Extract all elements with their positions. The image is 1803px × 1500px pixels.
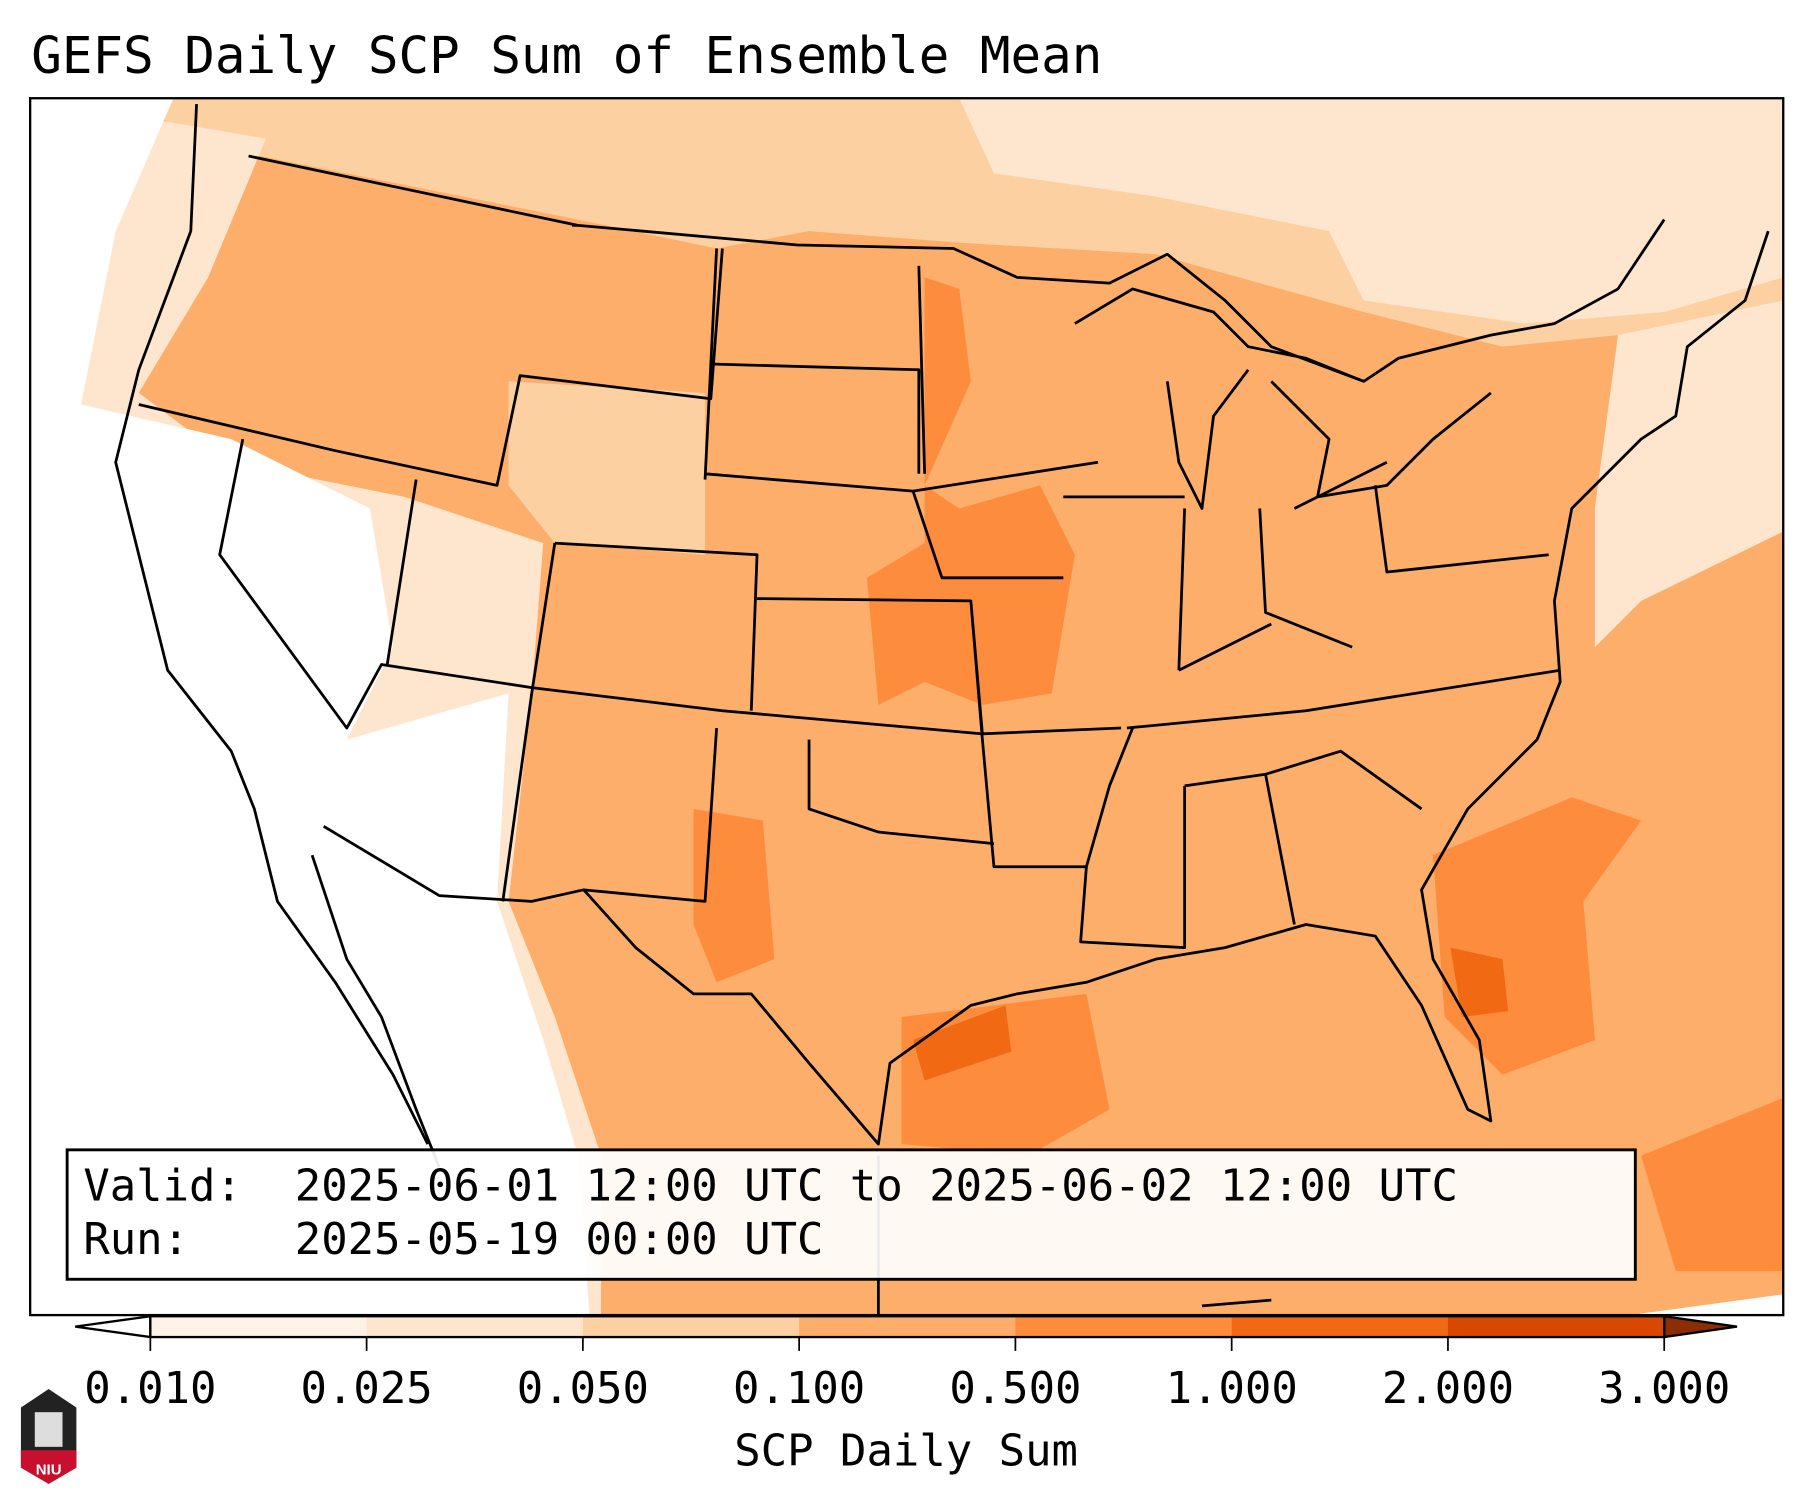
- colorbar-segment: [1015, 1316, 1233, 1338]
- state-borders: [138, 223, 1561, 949]
- us-outline: [114, 103, 1770, 1146]
- colorbar-tick-label: 2.000: [1382, 1363, 1514, 1414]
- colorbar-frame: [149, 1315, 1666, 1339]
- colorbar-tick-label: 0.050: [517, 1363, 649, 1414]
- colorbar-tick-label: 0.500: [949, 1363, 1081, 1414]
- colorbar-tick-label: 0.010: [84, 1363, 216, 1414]
- great-lakes: [1074, 287, 1492, 510]
- colorbar: 0.010 0.025 0.050 0.100 0.500 1.000 2.000 3.000: [75, 1314, 1738, 1414]
- scp-field-west-white: [30, 98, 590, 1316]
- scp-field-texas-core: [693, 808, 775, 983]
- colorbar-tick-label: 3.000: [1598, 1363, 1730, 1414]
- colorbar-under-arrow: [75, 1314, 152, 1339]
- scp-field-gulf-darker: [913, 1005, 1012, 1081]
- valid-label: Valid:: [83, 1161, 242, 1212]
- map-panel: [29, 97, 1785, 1317]
- scp-field-mtn-light: [508, 381, 706, 555]
- scp-field-plains-core: [866, 277, 1075, 705]
- colorbar-segment: [1231, 1316, 1449, 1338]
- svg-text:NIU: NIU: [36, 1462, 62, 1479]
- run-label: Run:: [83, 1214, 189, 1265]
- colorbar-tick-label: 1.000: [1166, 1363, 1298, 1414]
- colorbar-label: SCP Daily Sum: [734, 1425, 1078, 1476]
- niu-logo: NIU: [20, 1389, 77, 1484]
- colorbar-segment: [799, 1316, 1016, 1338]
- colorbar-segment: [366, 1316, 584, 1338]
- scp-field-lighter-canada: [959, 98, 1784, 324]
- info-box: Valid: 2025-06-01 12:00 UTC to 2025-06-0…: [65, 1148, 1637, 1281]
- canada-border: [248, 154, 1666, 383]
- scp-field-atlantic-darker: [1450, 947, 1509, 1017]
- chart-title: GEFS Daily SCP Sum of Ensemble Mean: [31, 26, 1102, 85]
- colorbar-over-arrow: [1663, 1314, 1738, 1339]
- scp-field-caribbean-core: [1641, 1097, 1784, 1272]
- valid-value: 2025-06-01 12:00 UTC to 2025-06-02 12:00…: [295, 1161, 1458, 1212]
- colorbar-segment: [582, 1316, 800, 1338]
- colorbar-tick-label: 0.100: [733, 1363, 865, 1414]
- scp-field-east-atlantic-light: [1594, 300, 1784, 648]
- run-value: 2025-05-19 00:00 UTC: [295, 1214, 824, 1265]
- colorbar-segment: [150, 1316, 368, 1338]
- colorbar-segment: [1447, 1316, 1665, 1338]
- colorbar-tick-label: 0.025: [301, 1363, 433, 1414]
